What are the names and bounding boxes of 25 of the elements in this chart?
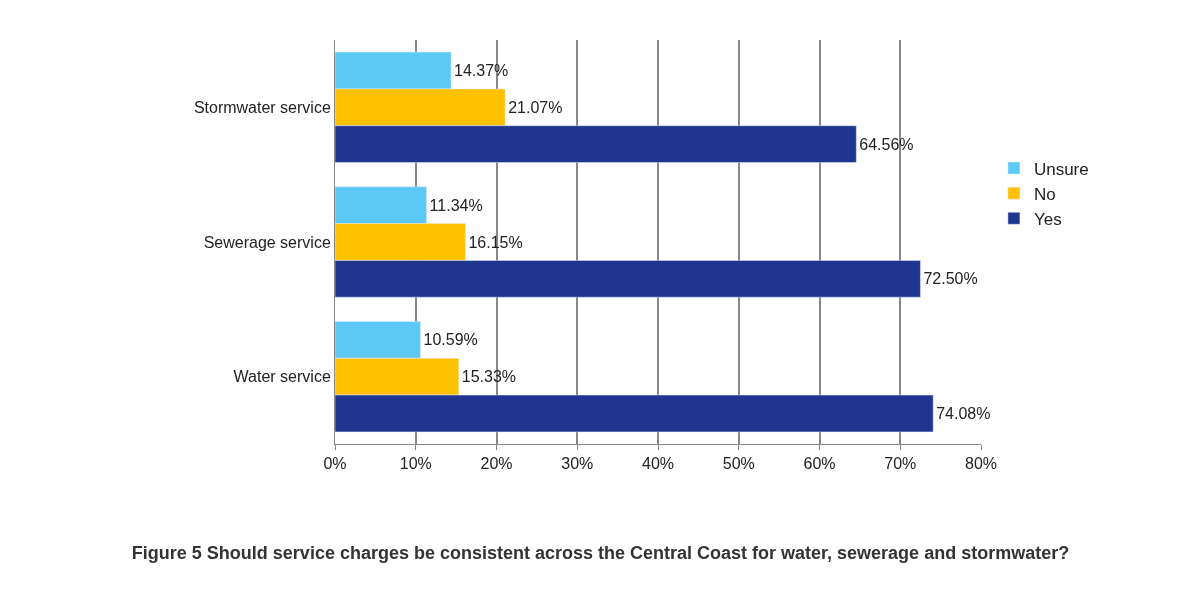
y-tick-label: Sewerage service bbox=[203, 233, 331, 251]
legend-label: Yes bbox=[1033, 209, 1062, 229]
x-tick-label: 50% bbox=[722, 455, 755, 473]
data-label: 64.56% bbox=[859, 135, 914, 153]
text: Figure 5 Should service charges be consistent across the Central Coast for water, sewerage and stormwater? bbox=[131, 542, 1070, 563]
y-tick-label: Water service bbox=[233, 368, 331, 386]
x-tick-label: 30% bbox=[561, 455, 594, 473]
y-tick-label: Stormwater service bbox=[193, 98, 331, 116]
x-tick-label: 0% bbox=[323, 455, 347, 473]
data-label: 72.50% bbox=[923, 270, 978, 288]
data-label: 74.08% bbox=[936, 404, 991, 422]
x-tick-label: 10% bbox=[399, 455, 432, 473]
data-label: 11.34% bbox=[429, 196, 483, 214]
legend-label: No bbox=[1033, 184, 1056, 204]
x-tick-label: 40% bbox=[641, 455, 675, 473]
x-tick-label: 60% bbox=[803, 455, 836, 473]
x-tick-label: 20% bbox=[480, 455, 513, 473]
data-label: 10.59% bbox=[423, 331, 478, 349]
data-label: 14.37% bbox=[454, 62, 509, 80]
x-tick-label: 70% bbox=[884, 455, 917, 473]
data-label: 21.07% bbox=[508, 98, 563, 116]
x-tick-label: 80% bbox=[964, 455, 998, 473]
data-label: 15.33% bbox=[461, 368, 517, 386]
data-label: 16.15% bbox=[468, 233, 523, 251]
legend-label: Unsure bbox=[1033, 159, 1089, 179]
